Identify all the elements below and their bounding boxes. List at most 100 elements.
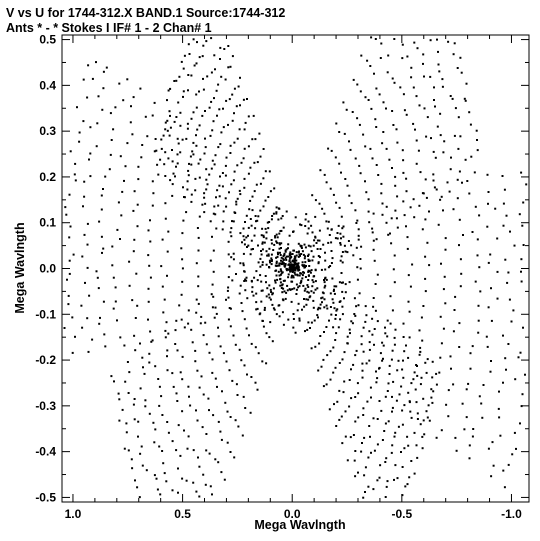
uv-point (322, 385, 325, 388)
uv-point (222, 352, 225, 355)
uv-point (166, 99, 168, 102)
uv-point (408, 336, 411, 339)
y-tick-label: -0.5 (35, 490, 56, 504)
uv-point (403, 447, 406, 450)
uv-point (335, 309, 338, 312)
uv-point (160, 138, 163, 141)
uv-point (430, 396, 433, 399)
uv-point (307, 274, 310, 277)
uv-point (336, 232, 339, 234)
uv-point (389, 322, 392, 325)
uv-point (216, 189, 219, 192)
uv-point (229, 65, 232, 68)
uv-point (338, 389, 341, 392)
uv-point (307, 269, 310, 272)
uv-point (287, 263, 290, 266)
uv-point (341, 313, 344, 316)
uv-point (258, 132, 261, 135)
uv-point (373, 343, 375, 346)
uv-point (185, 479, 188, 482)
uv-point (176, 137, 179, 140)
uv-point (499, 434, 502, 437)
uv-point (274, 279, 276, 282)
uv-point (270, 263, 273, 266)
uv-point (283, 279, 286, 282)
uv-point (261, 320, 264, 322)
uv-point (278, 232, 281, 235)
uv-point (386, 71, 389, 74)
uv-point (381, 213, 384, 216)
uv-point (212, 120, 215, 123)
uv-point (154, 138, 157, 140)
uv-point (415, 95, 418, 98)
uv-point (422, 397, 425, 400)
uv-point (380, 409, 383, 412)
uv-point (188, 53, 191, 55)
uv-point (513, 244, 516, 247)
uv-point (225, 99, 228, 102)
uv-point (234, 343, 237, 346)
uv-point (476, 238, 479, 241)
uv-point (268, 259, 271, 262)
uv-point (284, 263, 287, 265)
uv-point (240, 359, 243, 362)
uv-point (458, 244, 460, 247)
uv-point (270, 253, 273, 256)
uv-point (293, 249, 295, 252)
uv-point (91, 338, 94, 341)
uv-point (147, 318, 149, 321)
uv-point (319, 169, 322, 172)
uv-point (371, 157, 374, 160)
uv-point (435, 188, 438, 191)
uv-point (242, 395, 245, 398)
uv-point (103, 333, 106, 336)
uv-point (86, 222, 89, 225)
uv-point (180, 60, 183, 63)
uv-point (219, 345, 222, 348)
uv-point (418, 204, 421, 207)
uv-point (307, 270, 310, 273)
uv-point (272, 212, 275, 215)
uv-point (72, 253, 75, 256)
uv-point (345, 108, 348, 111)
uv-point (331, 257, 334, 260)
uv-point (409, 410, 412, 413)
uv-point (101, 251, 103, 254)
uv-point (410, 66, 413, 69)
uv-point (217, 146, 220, 149)
uv-point (181, 410, 184, 413)
uv-point (426, 416, 429, 419)
uv-point (356, 83, 359, 86)
uv-point (401, 409, 404, 412)
uv-point (78, 140, 81, 143)
uv-point (202, 473, 205, 476)
uv-point (252, 294, 255, 297)
uv-point (276, 255, 279, 258)
uv-point (236, 394, 239, 396)
uv-point (223, 478, 226, 481)
uv-point (370, 36, 373, 39)
uv-point (361, 362, 364, 365)
uv-point (350, 368, 352, 371)
uv-point (376, 479, 379, 482)
uv-point (233, 141, 236, 144)
uv-point (300, 247, 303, 249)
uv-point (444, 302, 447, 305)
uv-point (422, 62, 424, 65)
uv-point (232, 220, 235, 223)
uv-point (307, 258, 310, 261)
uv-point (177, 142, 180, 145)
uv-point (324, 259, 327, 262)
uv-point (272, 249, 275, 251)
uv-point (206, 75, 209, 78)
uv-point (144, 399, 147, 402)
uv-point (195, 134, 197, 137)
uv-point (384, 461, 387, 463)
uv-point (128, 371, 131, 374)
uv-point (481, 416, 484, 419)
uv-point (304, 287, 307, 290)
uv-point (203, 211, 206, 214)
uv-point (261, 241, 264, 244)
uv-point (65, 213, 68, 216)
uv-point (166, 349, 169, 352)
